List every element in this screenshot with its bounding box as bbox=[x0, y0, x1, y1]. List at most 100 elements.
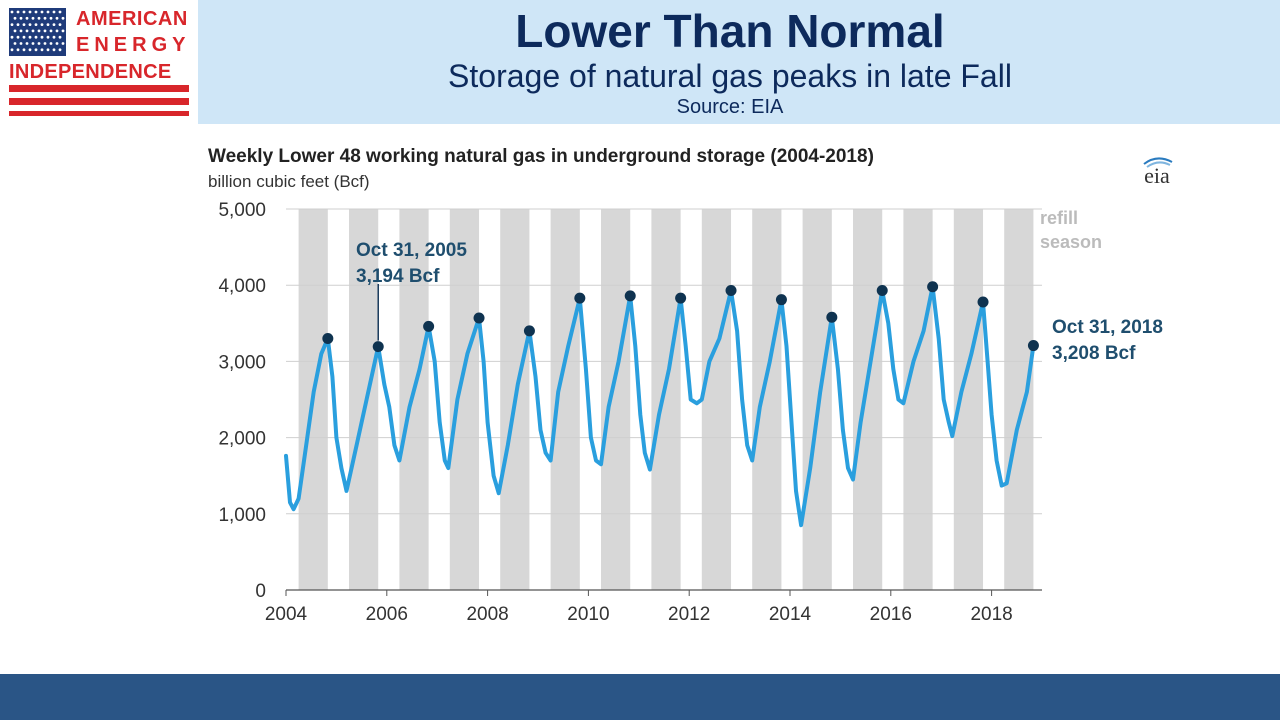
x-tick-label: 2016 bbox=[870, 604, 912, 625]
flag-star bbox=[61, 42, 65, 45]
y-tick-label: 4,000 bbox=[218, 276, 266, 297]
peak-marker bbox=[423, 320, 435, 332]
peak-marker bbox=[725, 285, 737, 297]
flag-star bbox=[55, 42, 59, 45]
refill-season-band bbox=[651, 209, 681, 590]
storage-chart: 0 1,000 2,000 3,000 4,000 5,000 2004 2006 2008 20… bbox=[218, 200, 1163, 625]
peak-marker bbox=[372, 341, 384, 353]
flag-star bbox=[10, 10, 14, 14]
flag-star bbox=[19, 29, 23, 33]
eia-logo: eia bbox=[1143, 157, 1173, 188]
x-tick-label: 2006 bbox=[366, 604, 408, 625]
flag-star bbox=[58, 35, 62, 39]
peak-marker bbox=[977, 296, 989, 308]
american-energy-independence-logo: AMERICAN ENERGY INDEPENDENCE bbox=[0, 0, 198, 124]
refill-season-band bbox=[853, 209, 883, 590]
flag-star bbox=[61, 16, 65, 20]
flag-star bbox=[16, 23, 20, 26]
flag-star bbox=[37, 42, 41, 45]
flag-star bbox=[43, 16, 47, 20]
flag-star bbox=[40, 35, 44, 39]
flag-star bbox=[25, 29, 29, 33]
peak-marker bbox=[927, 281, 939, 293]
refill-season-label: refill bbox=[1040, 208, 1078, 228]
annotation-2005-value: 3,194 Bcf bbox=[356, 266, 440, 287]
flag-star bbox=[16, 10, 20, 14]
flag-star bbox=[46, 23, 50, 26]
flag-star bbox=[22, 10, 26, 14]
flag-star bbox=[25, 42, 29, 45]
flag-star bbox=[49, 42, 53, 45]
annotation-2005-date: Oct 31, 2005 bbox=[356, 240, 467, 261]
flag-star bbox=[13, 16, 17, 20]
flag-star bbox=[31, 16, 35, 20]
peak-marker bbox=[624, 290, 636, 302]
eia-logo-arc bbox=[1143, 157, 1173, 165]
logo-stripe bbox=[9, 111, 189, 116]
flag-star bbox=[43, 42, 47, 45]
y-tick-label: 5,000 bbox=[218, 200, 266, 221]
flag-star bbox=[49, 16, 53, 20]
chart-panel: 0 1,000 2,000 3,000 4,000 5,000 2004 2006 2008 20… bbox=[196, 132, 1196, 652]
logo-flag-graphic bbox=[9, 8, 189, 116]
flag-star bbox=[10, 23, 14, 26]
y-tick-label: 2,000 bbox=[218, 429, 266, 450]
flag-star bbox=[10, 35, 14, 39]
refill-season-band bbox=[349, 209, 379, 590]
flag-star bbox=[61, 29, 65, 33]
flag-star bbox=[46, 48, 50, 52]
flag-star bbox=[58, 10, 62, 14]
flag-star bbox=[52, 23, 56, 26]
flag-star bbox=[34, 35, 38, 39]
peak-marker bbox=[775, 294, 787, 306]
flag-star bbox=[28, 35, 32, 39]
flag-star bbox=[34, 48, 38, 52]
refill-season-band bbox=[752, 209, 782, 590]
refill-season-band bbox=[449, 209, 480, 590]
peak-marker bbox=[473, 312, 485, 324]
peak-marker bbox=[574, 292, 586, 304]
slide-source: Source: EIA bbox=[676, 96, 784, 118]
flag-star bbox=[28, 48, 32, 52]
refill-season-band bbox=[1004, 209, 1034, 590]
refill-season-band bbox=[399, 209, 429, 590]
slide-subtitle: Storage of natural gas peaks in late Fal… bbox=[448, 58, 1012, 94]
flag-star bbox=[22, 35, 26, 39]
eia-logo-text: eia bbox=[1144, 163, 1170, 188]
y-tick-label: 0 bbox=[255, 581, 266, 602]
chart-units-label: billion cubic feet (Bcf) bbox=[208, 172, 370, 191]
peak-marker bbox=[1027, 340, 1039, 352]
storage-series-line bbox=[284, 284, 1036, 528]
flag-star bbox=[31, 42, 35, 45]
y-tick-label: 1,000 bbox=[218, 505, 266, 526]
peak-marker bbox=[322, 333, 334, 345]
flag-star bbox=[19, 16, 23, 20]
y-tick-label: 3,000 bbox=[218, 352, 266, 373]
flag-star bbox=[40, 10, 44, 14]
flag-star bbox=[22, 48, 26, 52]
logo-stripe bbox=[9, 98, 189, 105]
flag-star bbox=[19, 42, 23, 45]
flag-star bbox=[16, 48, 20, 52]
x-tick-label: 2008 bbox=[466, 604, 508, 625]
flag-star bbox=[10, 48, 14, 52]
logo-text-energy: ENERGY bbox=[76, 34, 191, 56]
logo-stripe bbox=[9, 85, 189, 92]
flag-star bbox=[52, 35, 56, 39]
flag-star bbox=[28, 23, 32, 26]
flag-star bbox=[55, 16, 59, 20]
flag-star bbox=[40, 48, 44, 52]
flag-star bbox=[52, 10, 56, 14]
x-tick-label: 2010 bbox=[567, 604, 609, 625]
flag-star bbox=[46, 35, 50, 39]
annotation-2018-date: Oct 31, 2018 bbox=[1052, 317, 1163, 338]
peak-marker bbox=[826, 311, 838, 323]
flag-star bbox=[49, 29, 53, 33]
flag-star bbox=[13, 42, 17, 45]
flag-star bbox=[52, 48, 56, 52]
flag-star bbox=[43, 29, 47, 33]
x-tick-label: 2012 bbox=[668, 604, 710, 625]
x-tick-label: 2004 bbox=[265, 604, 308, 625]
flag-star bbox=[13, 29, 17, 33]
refill-season-band bbox=[601, 209, 631, 590]
